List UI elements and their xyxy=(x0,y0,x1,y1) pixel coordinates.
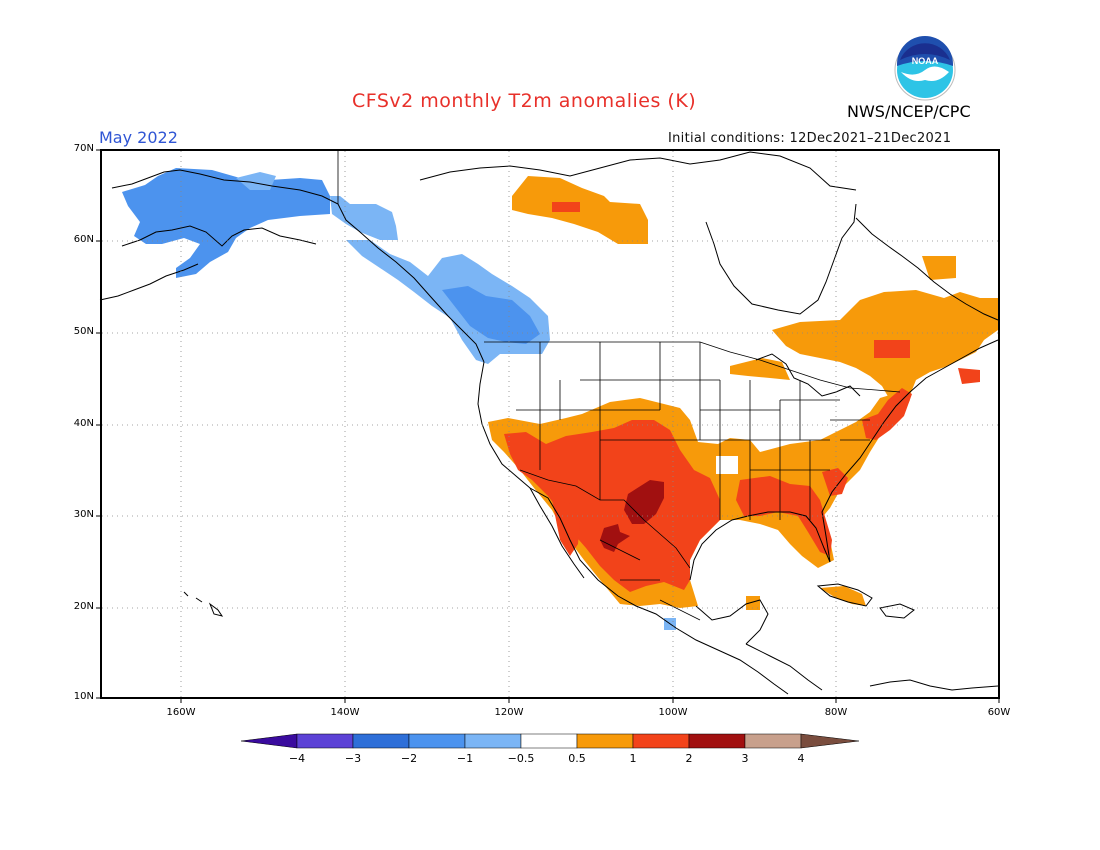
yucatan-warm-anomaly xyxy=(746,596,760,610)
baja-peninsula xyxy=(529,487,585,579)
yucatan-coast xyxy=(695,599,769,645)
coastlines xyxy=(99,151,999,695)
lon-label: 160W xyxy=(166,707,196,718)
colorbar-box-8 xyxy=(688,733,746,749)
colorbar-label: 3 xyxy=(741,752,749,765)
logo-text: NOAA xyxy=(912,56,939,66)
lon-label: 100W xyxy=(658,707,688,718)
anomaly-fields xyxy=(122,168,998,630)
lon-label: 80W xyxy=(824,707,848,718)
political-borders xyxy=(337,150,901,621)
colorbar-box-4 xyxy=(464,733,522,749)
hispaniola-coast xyxy=(879,603,915,619)
texas-extreme-anomaly xyxy=(624,480,664,524)
colorbar-box-1 xyxy=(296,733,354,749)
chart-title: CFSv2 monthly T2m anomalies (K) xyxy=(352,90,697,112)
alaska-south-coast xyxy=(121,225,317,247)
lon-label: 120W xyxy=(494,707,524,718)
us-mexico-border xyxy=(519,469,691,569)
colorbar-box-6 xyxy=(576,733,634,749)
lat-label: 30N xyxy=(73,509,94,520)
labrador-coast xyxy=(855,217,999,321)
great-lakes xyxy=(755,353,861,397)
mexico-states xyxy=(599,539,701,621)
state-lines-east xyxy=(780,380,870,441)
central-america-coast xyxy=(745,643,823,691)
hudson-bay xyxy=(705,203,857,315)
colorbar-box-2 xyxy=(352,733,410,749)
colorbar-label: 1 xyxy=(629,752,637,765)
lon-label: 140W xyxy=(330,707,360,718)
lon-label: 60W xyxy=(987,707,1011,718)
lat-label: 40N xyxy=(73,418,94,429)
colorbar-label: 4 xyxy=(797,752,805,765)
colorbar-label: 2 xyxy=(685,752,693,765)
colorbar-label: −0.5 xyxy=(507,752,535,765)
hawaii-islands xyxy=(183,591,224,617)
mexico-extreme-anomaly xyxy=(600,524,630,552)
mid-atlantic-hot-anomaly xyxy=(862,388,912,440)
lat-label: 50N xyxy=(73,326,94,337)
bc-mid-anomaly xyxy=(442,286,540,344)
noaa-logo: NOAA xyxy=(894,36,956,101)
forecast-month: May 2022 xyxy=(99,128,178,147)
cuba-coast xyxy=(816,583,873,607)
colorbar-high-arrow xyxy=(800,733,860,749)
colorbar-box-9 xyxy=(744,733,802,749)
baja-hot-anomaly xyxy=(552,500,580,556)
colorbar-label: −2 xyxy=(400,752,418,765)
lat-label: 20N xyxy=(73,601,94,612)
us-canada-border xyxy=(484,341,901,393)
southeast-hot-anomaly xyxy=(736,476,832,556)
alaska-cold-anomaly xyxy=(122,168,330,278)
us-south-hot-anomaly xyxy=(504,420,720,592)
maritimes-hot-anomaly xyxy=(958,368,980,384)
lat-label: 60N xyxy=(73,234,94,245)
labrador-warm-anomaly xyxy=(922,256,956,280)
atlantic-coast xyxy=(821,339,999,563)
alaska-light-anomaly xyxy=(330,196,398,240)
texas-white-gap xyxy=(716,456,738,474)
colorbar-low-arrow xyxy=(240,733,298,749)
cuba-warm-anomaly xyxy=(820,586,866,606)
colorbar-box-7 xyxy=(632,733,690,749)
colorbar-label: −1 xyxy=(456,752,474,765)
colorbar xyxy=(240,733,860,749)
alaska-light-west xyxy=(236,172,276,190)
state-lines-central xyxy=(699,342,830,520)
us-pacific-coast xyxy=(477,361,789,695)
colorbar-box-3 xyxy=(408,733,466,749)
state-lines-west xyxy=(516,342,720,500)
great-lakes-warm-anomaly xyxy=(730,358,790,380)
axis-ticks xyxy=(96,149,1000,703)
bc-cold-anomaly xyxy=(346,240,550,364)
graticule xyxy=(102,151,999,698)
gulf-coast xyxy=(689,511,831,581)
initial-conditions: Initial conditions: 12Dec2021–21Dec2021 xyxy=(668,131,952,146)
colorbar-label: 0.5 xyxy=(568,752,586,765)
colorbar-label: −4 xyxy=(288,752,306,765)
nwt-hot-anomaly xyxy=(552,202,580,212)
agency-label: NWS/NCEP/CPC xyxy=(847,102,971,121)
carolina-hot-anomaly xyxy=(822,468,848,496)
canada-arctic-coast xyxy=(419,151,857,191)
alaska-coastline xyxy=(111,169,485,363)
map-frame xyxy=(100,149,1000,699)
south-america-coast xyxy=(869,679,999,691)
aleutians xyxy=(99,263,199,301)
colorbar-label: −3 xyxy=(344,752,362,765)
lat-label: 70N xyxy=(73,143,94,154)
eastern-canada-hot-anomaly xyxy=(874,340,910,358)
colorbar-box-5 xyxy=(520,733,578,749)
lat-label: 10N xyxy=(73,691,94,702)
